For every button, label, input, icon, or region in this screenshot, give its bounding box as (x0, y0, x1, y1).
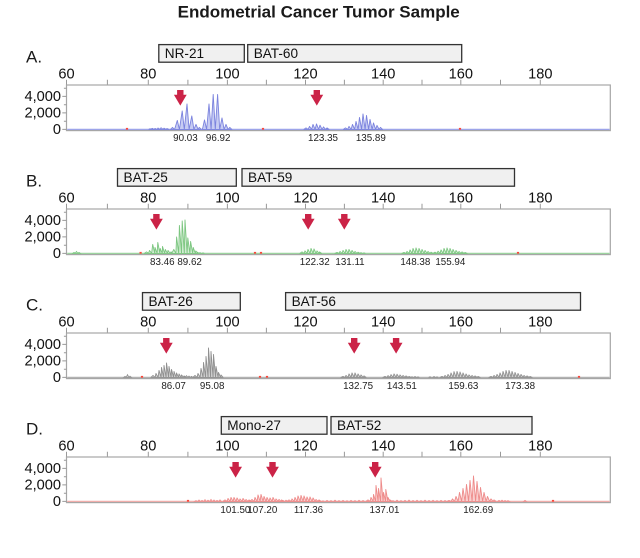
svg-text:BAT-26: BAT-26 (149, 294, 193, 309)
svg-text:4,000: 4,000 (24, 213, 61, 229)
svg-text:0: 0 (53, 122, 61, 138)
svg-text:89.62: 89.62 (177, 257, 202, 268)
svg-text:96.92: 96.92 (206, 133, 231, 144)
svg-text:100: 100 (215, 438, 239, 454)
svg-text:80: 80 (140, 438, 156, 454)
svg-text:159.63: 159.63 (448, 381, 479, 392)
svg-text:BAT-56: BAT-56 (292, 294, 336, 309)
svg-text:162.69: 162.69 (463, 505, 493, 516)
svg-text:160: 160 (449, 438, 473, 454)
svg-text:120: 120 (293, 66, 317, 82)
svg-text:135.89: 135.89 (356, 133, 386, 144)
svg-text:120: 120 (293, 190, 317, 206)
svg-text:NR-21: NR-21 (165, 46, 204, 61)
svg-text:155.94: 155.94 (435, 257, 466, 268)
svg-text:180: 180 (528, 314, 552, 330)
svg-text:2,000: 2,000 (24, 230, 61, 246)
svg-text:137.01: 137.01 (370, 505, 400, 516)
svg-text:100: 100 (215, 190, 239, 206)
svg-text:2,000: 2,000 (24, 354, 61, 370)
svg-text:180: 180 (528, 66, 552, 82)
svg-text:2,000: 2,000 (24, 106, 61, 122)
svg-text:0: 0 (53, 246, 61, 262)
svg-text:160: 160 (449, 314, 473, 330)
svg-text:160: 160 (449, 66, 473, 82)
svg-text:101.50: 101.50 (220, 505, 251, 516)
svg-text:60: 60 (58, 66, 74, 82)
svg-text:100: 100 (215, 314, 239, 330)
svg-text:60: 60 (58, 190, 74, 206)
svg-text:BAT-52: BAT-52 (337, 418, 381, 433)
svg-text:160: 160 (449, 190, 473, 206)
svg-text:Mono-27: Mono-27 (227, 418, 281, 433)
svg-text:C.: C. (26, 296, 43, 315)
svg-text:120: 120 (293, 314, 317, 330)
svg-text:140: 140 (371, 190, 395, 206)
svg-text:BAT-25: BAT-25 (124, 170, 168, 185)
svg-text:173.38: 173.38 (505, 381, 536, 392)
svg-text:90.03: 90.03 (173, 133, 198, 144)
svg-text:122.32: 122.32 (300, 257, 330, 268)
svg-text:4,000: 4,000 (24, 461, 61, 477)
svg-text:BAT-59: BAT-59 (248, 170, 292, 185)
svg-text:A.: A. (26, 48, 42, 67)
svg-text:0: 0 (53, 370, 61, 386)
svg-text:80: 80 (140, 190, 156, 206)
svg-text:140: 140 (371, 66, 395, 82)
svg-text:BAT-60: BAT-60 (254, 46, 299, 61)
svg-text:123.35: 123.35 (308, 133, 339, 144)
svg-text:4,000: 4,000 (24, 337, 61, 353)
svg-text:2,000: 2,000 (24, 478, 61, 494)
svg-text:180: 180 (528, 190, 552, 206)
svg-text:100: 100 (215, 66, 239, 82)
svg-text:140: 140 (371, 314, 395, 330)
svg-text:0: 0 (53, 494, 61, 510)
svg-text:132.75: 132.75 (343, 381, 374, 392)
svg-text:86.07: 86.07 (161, 381, 186, 392)
svg-text:117.36: 117.36 (294, 505, 324, 516)
svg-text:120: 120 (293, 438, 317, 454)
svg-text:D.: D. (26, 420, 43, 439)
svg-text:B.: B. (26, 172, 42, 191)
svg-text:95.08: 95.08 (200, 381, 225, 392)
svg-text:83.46: 83.46 (150, 257, 175, 268)
svg-text:107.20: 107.20 (247, 505, 278, 516)
svg-text:131.11: 131.11 (335, 257, 364, 268)
svg-text:80: 80 (140, 66, 156, 82)
svg-text:140: 140 (371, 438, 395, 454)
svg-text:180: 180 (528, 438, 552, 454)
svg-text:60: 60 (58, 438, 74, 454)
svg-text:60: 60 (58, 314, 74, 330)
svg-text:148.38: 148.38 (400, 257, 431, 268)
svg-text:4,000: 4,000 (24, 89, 61, 105)
svg-text:80: 80 (140, 314, 156, 330)
svg-text:143.51: 143.51 (387, 381, 417, 392)
svg-text:Endometrial Cancer Tumor Sampl: Endometrial Cancer Tumor Sample (178, 3, 460, 22)
